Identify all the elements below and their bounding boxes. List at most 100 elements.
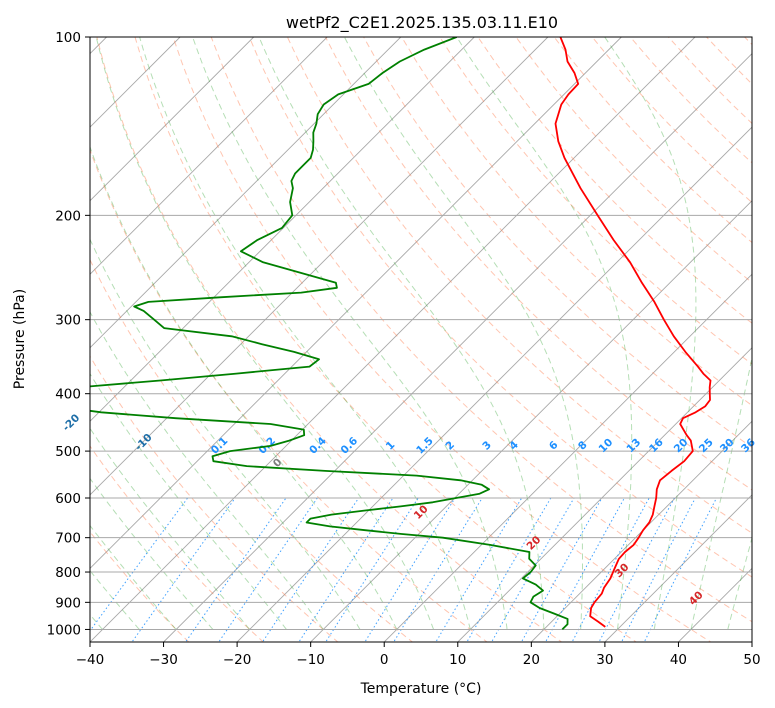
y-tick-label: 1000 (47, 622, 81, 638)
moist-adiabat-line (90, 372, 287, 630)
isotherm-line (310, 200, 752, 642)
mixing-ratio-line (435, 497, 523, 642)
mixing-ratio-line (491, 497, 575, 642)
dry-adiabat-line (96, 37, 563, 642)
moist-adiabat-line (727, 536, 752, 630)
dry-adiabat-line (90, 531, 190, 642)
mixing-ratio-label: 1 (384, 439, 398, 453)
x-tick-label: −30 (149, 652, 178, 668)
moist-adiabat-line (90, 569, 140, 630)
x-tick-label: −20 (223, 652, 252, 668)
x-tick-label: 10 (449, 652, 466, 668)
moist-adiabat-line (90, 310, 324, 630)
moist-adiabat-line (604, 37, 697, 630)
plot-frame (89, 36, 753, 643)
moist-adiabat-line (90, 238, 361, 630)
y-tick-label: 600 (55, 491, 81, 507)
y-tick-label: 800 (55, 565, 81, 581)
x-tick-label: −40 (76, 652, 105, 668)
isotherm-line (751, 641, 752, 642)
mixing-ratio-label: 20 (672, 436, 691, 455)
mixing-ratio-line (184, 497, 287, 642)
pressure-grid (90, 37, 752, 630)
y-tick-label: 300 (55, 313, 81, 329)
moist-adiabat-line (90, 524, 177, 630)
isotherm-line (90, 37, 622, 570)
dry-adiabat-label: -10 (133, 432, 155, 454)
background-lines (90, 10, 775, 649)
dry-adiabat-line (90, 258, 414, 642)
temperature-profile-line (554, 37, 712, 628)
isotherm-line (163, 52, 752, 642)
y-tick-label: 500 (55, 444, 81, 460)
x-axis-label: Temperature (°C) (360, 681, 482, 697)
x-tick-label: 20 (523, 652, 540, 668)
mixing-ratio-line (90, 497, 189, 632)
y-tick-label: 400 (55, 387, 81, 403)
dry-adiabat-line (515, 37, 752, 284)
profile-series (90, 37, 712, 631)
moist-adiabat-line (192, 37, 508, 630)
isotherm-line (236, 126, 752, 642)
x-tick-label: 40 (670, 652, 687, 668)
isotherm-line (90, 37, 328, 275)
mixing-ratio-line (520, 497, 603, 642)
dry-adiabat-label: -20 (60, 412, 82, 434)
y-tick-label: 900 (55, 595, 81, 611)
mixing-ratio-label: 6 (547, 439, 561, 453)
y-tick-label: 100 (55, 30, 81, 46)
dry-adiabat-line (477, 37, 752, 324)
isotherm-line (90, 37, 696, 642)
mixing-ratio-label: 8 (576, 439, 590, 453)
moist-adiabat-label: 40 (687, 589, 706, 608)
dry-adiabat-line (248, 37, 752, 578)
dry-adiabat-line (90, 148, 488, 642)
moist-adiabat-label: 30 (613, 561, 632, 580)
dry-adiabat-line (172, 37, 712, 642)
isotherm-line (530, 420, 752, 642)
x-tick-label: −10 (296, 652, 325, 668)
mixing-ratio-label: 0.4 (307, 435, 329, 457)
mixing-ratio-line (643, 497, 717, 642)
mixing-ratio-line (571, 497, 650, 642)
y-tick-label: 200 (55, 208, 81, 224)
moist-adiabat-line (90, 477, 214, 630)
x-tick-label: 30 (596, 652, 613, 668)
isotherm-line (90, 37, 402, 349)
moist-adiabat-label: 10 (412, 503, 431, 522)
mixing-ratio-line (218, 497, 318, 642)
dry-adiabat-line (90, 445, 264, 642)
adiabat-labels: -100-90-80-70-60-50-40-30-20-10010203040… (0, 375, 758, 608)
dry-adiabat-line (324, 37, 752, 491)
mixing-ratio-label: 4 (507, 439, 521, 453)
moist-adiabat-line (343, 37, 583, 630)
mixing-ratio-label: 10 (597, 436, 616, 455)
mixing-ratio-line (325, 497, 419, 642)
x-tick-label: 50 (743, 652, 760, 668)
dry-adiabat-label: -30 (0, 375, 4, 397)
moist-adiabat-line (456, 37, 633, 630)
moist-adiabat-line (258, 37, 545, 630)
mixing-ratio-line (598, 497, 675, 642)
isotherm-line (90, 37, 475, 422)
moist-adiabat-line (90, 145, 398, 630)
y-tick-label: 700 (55, 531, 81, 547)
chart-title: wetPf2_C2E1.2025.135.03.11.E10 (286, 13, 558, 33)
mixing-ratio-label: 13 (624, 436, 643, 455)
dry-adiabat-line (134, 37, 638, 642)
dry-adiabat-line (667, 37, 752, 125)
moist-adiabat-line (95, 37, 435, 630)
mixing-ratio-label: 1.5 (414, 435, 436, 457)
dry-adiabat-line (286, 37, 752, 534)
moist-adiabat-line (139, 37, 471, 630)
isotherm-line (383, 273, 752, 642)
dry-adiabat-line (210, 37, 752, 623)
dry-adiabat-line (756, 10, 775, 649)
dewpoint-profile-line (90, 37, 569, 631)
mixing-ratio-line (364, 497, 456, 642)
mixing-ratio-line (131, 497, 236, 642)
dry-adiabat-line (363, 37, 752, 449)
axis-ticks: −40 −30 −20 −10 0 10 20 30 40 5010020030040050060… (47, 30, 761, 668)
x-tick-label: 0 (380, 652, 389, 668)
